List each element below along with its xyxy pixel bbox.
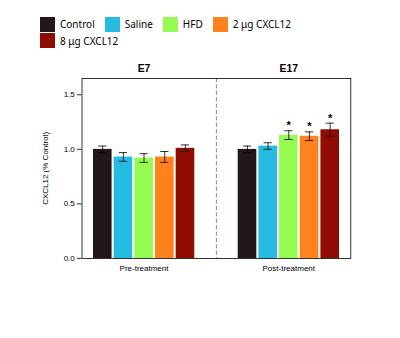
svg-text:0.0: 0.0 bbox=[64, 254, 76, 263]
svg-text:Post-treatment: Post-treatment bbox=[263, 264, 316, 273]
svg-text:CXCL12 (% Control): CXCL12 (% Control) bbox=[41, 132, 50, 205]
html-text:Control: Control bbox=[60, 17, 95, 32]
svg-text:1.0: 1.0 bbox=[64, 145, 76, 154]
svg-text:E17: E17 bbox=[280, 63, 299, 74]
svg-text:Pre-treatment: Pre-treatment bbox=[120, 264, 170, 273]
html-text:HFD: HFD bbox=[182, 17, 203, 32]
html-text:2 μg CXCL12: 2 μg CXCL12 bbox=[232, 17, 291, 32]
html-text:Saline: Saline bbox=[124, 17, 153, 32]
html-text:8 μg CXCL12: 8 μg CXCL12 bbox=[60, 33, 119, 48]
svg-text:E7: E7 bbox=[138, 63, 151, 74]
svg-text:*: * bbox=[287, 119, 292, 131]
svg-text:*: * bbox=[307, 120, 312, 132]
svg-text:0.5: 0.5 bbox=[64, 199, 76, 208]
svg-text:1.5: 1.5 bbox=[64, 90, 76, 99]
svg-text:*: * bbox=[328, 112, 333, 124]
